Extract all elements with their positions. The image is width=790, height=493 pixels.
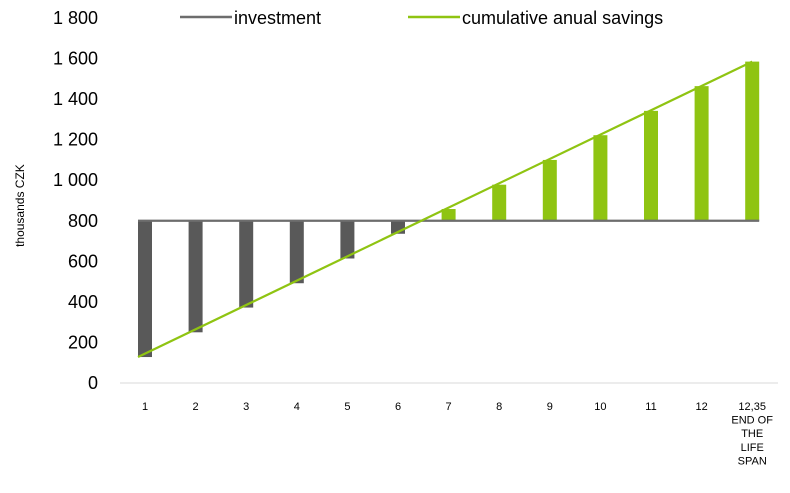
bar (542, 159, 557, 221)
y-tick-label: 1 000 (53, 170, 98, 190)
x-tick-label: 11 (645, 401, 656, 413)
bars (138, 61, 760, 358)
x-tick-label: 4 (294, 401, 300, 413)
x-tick-label: 9 (547, 401, 553, 413)
y-tick-label: 0 (88, 373, 98, 393)
x-tick-label: 10 (594, 401, 606, 413)
y-tick-label: 800 (68, 211, 98, 231)
x-tick-label: 8 (496, 401, 502, 413)
x-tick-label: 5 (344, 401, 350, 413)
legend-label-cumulative-savings: cumulative anual savings (462, 8, 663, 28)
y-tick-label: 200 (68, 332, 98, 352)
x-axis: 1 2 3 4 5 6 7 8 9 10 11 12 12,35 END OF THE LIFE SPAN (120, 382, 778, 467)
y-tick-label: 600 (68, 251, 98, 271)
x-tick-label: 1 (142, 401, 148, 413)
bar (239, 220, 254, 308)
x-tick-label: 12 (695, 401, 707, 413)
bar (289, 220, 304, 284)
x-tick-label: 6 (395, 401, 401, 413)
legend-label-investment: investment (234, 8, 321, 28)
y-tick-label: 1 400 (53, 89, 98, 109)
y-tick-label: 1 800 (53, 8, 98, 28)
x-tick-label: 12,35 END OF THE LIFE SPAN (731, 401, 773, 467)
x-tick-label: 2 (193, 401, 199, 413)
bar (593, 135, 608, 221)
x-tick-label: 3 (243, 401, 249, 413)
bar (340, 220, 355, 259)
legend: investment cumulative anual savings (180, 8, 663, 28)
x-tick-label: 7 (446, 401, 452, 413)
y-tick-label: 400 (68, 292, 98, 312)
bar (138, 220, 152, 358)
bar (188, 220, 203, 333)
bar (492, 184, 507, 221)
bar (441, 209, 456, 221)
bar (644, 110, 658, 221)
y-axis-label: thousands CZK (13, 164, 27, 247)
y-tick-label: 1 600 (53, 49, 98, 69)
bar (745, 61, 760, 221)
cumulative-savings-line (137, 60, 753, 359)
bar (694, 86, 709, 221)
series-lines (137, 60, 760, 359)
y-tick-label: 1 200 (53, 130, 98, 150)
y-axis: 0 200 400 600 800 1 000 1 200 1 400 1 600 1 800 (53, 8, 98, 393)
